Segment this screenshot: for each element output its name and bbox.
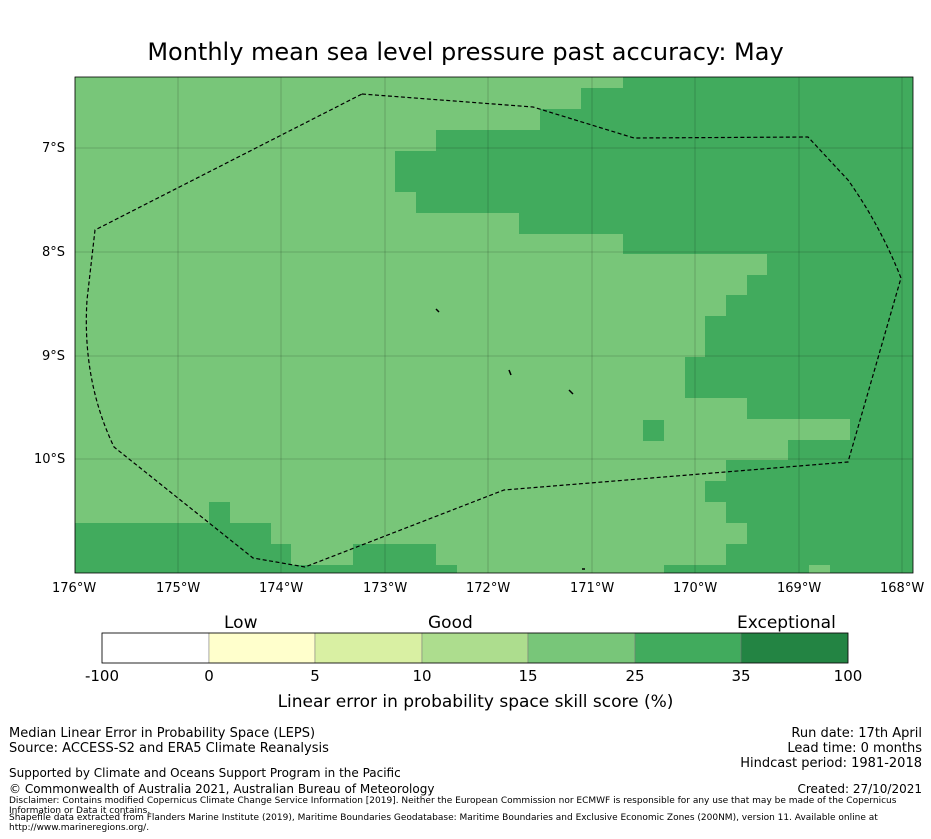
footer-method: Median Linear Error in Probability Space…	[9, 726, 316, 741]
skill-cell	[519, 213, 913, 234]
skill-cell	[436, 130, 913, 151]
skill-cell	[416, 192, 913, 213]
colorbar-tick: 5	[310, 667, 320, 685]
footer-copyright: © Commonwealth of Australia 2021, Austra…	[9, 782, 435, 796]
skill-cell	[726, 460, 913, 481]
colorbar-tick: 100	[833, 667, 863, 685]
skill-cell	[705, 481, 913, 502]
colorbar-swatch	[740, 632, 849, 664]
footer-hindcast: Hindcast period: 1981-2018	[740, 756, 922, 771]
skill-cell	[850, 419, 913, 440]
lon-label: 174°W	[259, 581, 304, 596]
colorbar-swatch	[314, 632, 423, 664]
colorbar-category-exceptional: Exceptional	[737, 613, 836, 633]
skill-cell	[726, 502, 913, 523]
lon-label: 175°W	[156, 581, 201, 596]
lon-label: 176°W	[52, 581, 97, 596]
footer-lead-time: Lead time: 0 months	[787, 741, 922, 756]
skill-cell	[747, 398, 913, 419]
footer-created: Created: 27/10/2021	[797, 782, 922, 796]
lon-label: 169°W	[777, 581, 822, 596]
lat-label: 7°S	[42, 141, 66, 156]
skill-cell	[623, 77, 913, 88]
lon-label: 168°W	[880, 581, 925, 596]
colorbar-swatch	[634, 632, 742, 664]
colorbar-swatch	[421, 632, 529, 664]
skill-cell	[747, 523, 913, 544]
skill-cell	[643, 420, 664, 441]
colorbar-tick: 10	[412, 667, 432, 685]
colorbar-swatches	[101, 632, 849, 664]
skill-cell	[353, 565, 457, 573]
island-marker	[508, 369, 512, 376]
colorbar-category-good: Good	[428, 613, 473, 633]
lon-label: 171°W	[570, 581, 615, 596]
colorbar-category-low: Low	[224, 613, 258, 633]
map-title: Monthly mean sea level pressure past acc…	[147, 38, 784, 66]
colorbar-tick: -100	[84, 667, 120, 685]
colorbar-swatch	[101, 632, 210, 664]
colorbar-tick: 15	[518, 667, 538, 685]
island-marker	[568, 389, 574, 395]
skill-cell	[664, 565, 809, 573]
colorbar	[101, 632, 849, 664]
colorbar-tick: 0	[204, 667, 214, 685]
islands	[435, 308, 585, 570]
skill-cell	[685, 357, 913, 398]
skill-cell	[726, 295, 913, 316]
lon-label: 173°W	[363, 581, 408, 596]
graticule	[74, 77, 913, 573]
skill-cell	[540, 109, 913, 130]
skill-cell	[209, 502, 230, 523]
skill-cell	[788, 440, 913, 461]
footer-support: Supported by Climate and Oceans Support …	[9, 766, 401, 780]
colorbar-frame	[101, 632, 849, 664]
skill-cell	[767, 254, 913, 275]
skill-cell	[726, 544, 913, 565]
skill-score-map	[74, 76, 914, 574]
lon-label: 172°W	[466, 581, 511, 596]
skill-grid	[75, 77, 913, 573]
skill-cell	[705, 316, 913, 357]
skill-cell	[830, 565, 913, 573]
colorbar-swatch	[527, 632, 636, 664]
colorbar-label: Linear error in probability space skill …	[277, 692, 674, 712]
lat-label: 8°S	[42, 245, 66, 260]
footer-run-date: Run date: 17th April	[791, 726, 922, 741]
skill-cell	[747, 275, 913, 296]
lat-label: 9°S	[42, 349, 66, 364]
map-frame	[74, 76, 914, 574]
colorbar-tick: 25	[625, 667, 645, 685]
skill-cell	[75, 523, 271, 544]
skill-cell	[581, 88, 913, 109]
footer-shapefile: Shapefile data extracted from Flanders M…	[9, 813, 878, 833]
lon-label: 170°W	[673, 581, 718, 596]
island-marker	[435, 308, 440, 313]
skill-cell	[623, 233, 913, 254]
skill-cell	[75, 544, 291, 573]
eez-boundary	[85, 93, 902, 568]
footer-source: Source: ACCESS-S2 and ERA5 Climate Reana…	[9, 741, 329, 756]
colorbar-swatch	[208, 632, 316, 664]
skill-cell	[353, 544, 436, 565]
skill-cell	[290, 565, 353, 573]
lat-label: 10°S	[34, 452, 66, 467]
footer-disclaimer: Disclaimer: Contains modified Copernicus…	[9, 796, 897, 816]
colorbar-tick: 35	[731, 667, 751, 685]
skill-cell	[395, 151, 913, 192]
